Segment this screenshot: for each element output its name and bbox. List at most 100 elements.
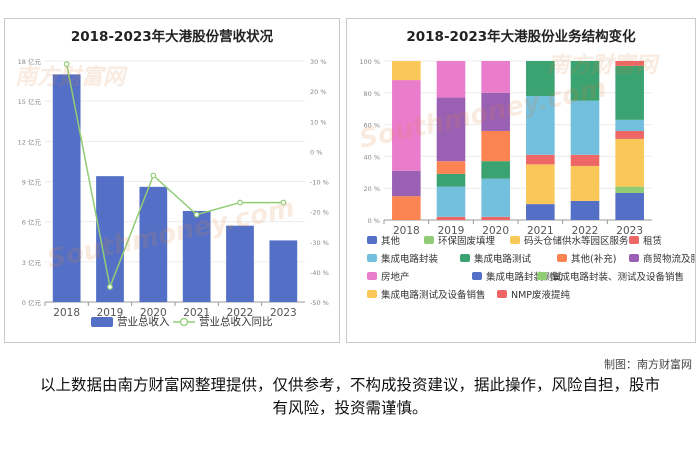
revenue-bar (182, 210, 211, 302)
x-tick-label: 2020 (140, 307, 167, 319)
legend-swatch (510, 236, 520, 244)
y-left-tick-label: 9 亿元 (22, 178, 42, 187)
stack-segment (436, 161, 466, 174)
stack-segment (526, 204, 555, 220)
legend-swatch (557, 254, 567, 262)
stack-segment (615, 130, 644, 139)
stack-segment (615, 119, 644, 131)
yoy-point (107, 284, 113, 290)
revenue-bar (269, 240, 298, 302)
legend-swatch (629, 236, 639, 244)
credit-text: 制图：南方财富网 (604, 358, 692, 371)
stack-segment (615, 192, 644, 220)
revenue-chart: 0 亿元 3 亿元 6 亿元 9 亿元 12 亿元 15 亿元 18 亿元 -50 % -40 … (18, 57, 329, 328)
stack-segment (570, 154, 600, 166)
y-left-tick-label: 15 亿元 (18, 97, 42, 106)
y-tick-label: 20 % (363, 185, 380, 193)
y-left-tick-label: 0 亿元 (22, 298, 42, 307)
structure-chart-panel: 2018-2023年大港股份业务结构变化 0 % 20 % 40 % 60 % 80 %… (346, 18, 696, 343)
y-tick-label: 100 % (359, 58, 380, 66)
stack-segment (570, 200, 600, 220)
y-right-tick-label: -20 % (310, 209, 329, 217)
legend-label: 集成电路测试及设备销售 (381, 289, 486, 301)
legend-label: NMP废液提纯 (511, 289, 571, 301)
y-left-tick-label: 6 亿元 (22, 218, 42, 227)
stack-segment (392, 196, 421, 220)
stack-segment (570, 100, 600, 155)
stack-segment (436, 173, 466, 187)
stack-segment (392, 61, 421, 81)
x-tick-label: 2021 (183, 307, 210, 319)
yoy-point (193, 211, 200, 218)
stack-segment (481, 216, 510, 220)
stack-segment (392, 80, 421, 171)
revenue-bar (226, 225, 254, 302)
yoy-point (150, 172, 157, 179)
y-right-tick-label: 10 % (310, 118, 327, 126)
revenue-bar (52, 74, 81, 302)
y-left-tick-label: 18 亿元 (18, 57, 42, 66)
structure-chart-title: 2018-2023年大港股份业务结构变化 (406, 29, 636, 45)
legend-swatch (629, 254, 639, 262)
stack-segment (436, 61, 466, 98)
revenue-bar (139, 186, 168, 302)
legend-label-yoy: 营业总收入同比 (199, 315, 273, 328)
stack-segment (392, 170, 421, 197)
legend-swatch-yoy-marker (179, 317, 189, 327)
legend-label: 租赁 (643, 235, 662, 247)
y-right-tick-label: 30 % (310, 58, 327, 66)
structure-chart: 0 % 20 % 40 % 60 % 80 % 100 % 2018 2019 2020 2021… (359, 58, 695, 301)
legend-swatch (537, 272, 547, 280)
legend-label: 码头仓储供水等园区服务 (524, 235, 629, 247)
yoy-line (65, 63, 284, 290)
x-tick-label: 2019 (438, 225, 465, 237)
y-right-tick-label: 20 % (310, 88, 327, 96)
stack-segment (481, 178, 510, 217)
y-tick-label: 60 % (363, 122, 380, 130)
yoy-point (63, 61, 70, 67)
stack-segment (526, 95, 555, 155)
legend-swatch (367, 272, 377, 280)
x-tick-label: 2023 (616, 225, 643, 237)
stack-segment (615, 61, 644, 66)
legend-label: 集成电路封装、测试及设备销售 (551, 271, 684, 283)
legend-label: 集成电路封装 (381, 253, 439, 265)
stack-segment (436, 186, 466, 217)
stack-segment (526, 164, 555, 205)
legend-swatch (367, 290, 377, 298)
legend-label: 商贸物流及服务业 (643, 253, 695, 265)
stack-segment (481, 161, 510, 179)
legend-label-revenue: 营业总收入 (117, 315, 170, 328)
revenue-chart-panel: 2018-2023年大港股份营收状况 0 亿元 3 亿元 6 亿元 9 亿元 12 亿元… (4, 18, 340, 343)
y-right-tick-label: -30 % (310, 239, 329, 247)
y-right-tick-label: -40 % (310, 269, 329, 277)
legend-label: 房地产 (381, 271, 410, 283)
stack-segment (570, 61, 600, 101)
legend-swatch (497, 290, 507, 298)
yoy-point (280, 199, 287, 206)
stack-segment (481, 61, 510, 93)
stack-segment (436, 216, 466, 220)
legend-swatch (367, 236, 377, 244)
yoy-point (237, 199, 243, 206)
x-tick-label: 2023 (270, 307, 297, 319)
y-right-tick-label: -10 % (310, 179, 329, 187)
x-tick-label: 2021 (527, 225, 554, 237)
x-tick-label: 2022 (227, 307, 254, 319)
stack-segment (615, 138, 644, 187)
legend-label: 其他(补充) (571, 253, 616, 265)
legend-label: 集成电路测试 (474, 253, 532, 265)
x-tick-label: 2019 (97, 307, 124, 319)
stack-segment (526, 154, 555, 165)
stack-segment (570, 165, 600, 201)
legend-swatch (472, 272, 482, 280)
stack-segment (615, 65, 644, 120)
legend-swatch (460, 254, 470, 262)
y-right-tick-label: -50 % (310, 299, 329, 307)
stack-segment (615, 186, 644, 193)
revenue-chart-title: 2018-2023年大港股份营收状况 (70, 29, 274, 45)
x-tick-label: 2018 (393, 225, 420, 237)
x-tick-label: 2022 (572, 225, 599, 237)
x-tick-label: 2020 (482, 225, 509, 237)
y-tick-label: 40 % (363, 153, 380, 161)
